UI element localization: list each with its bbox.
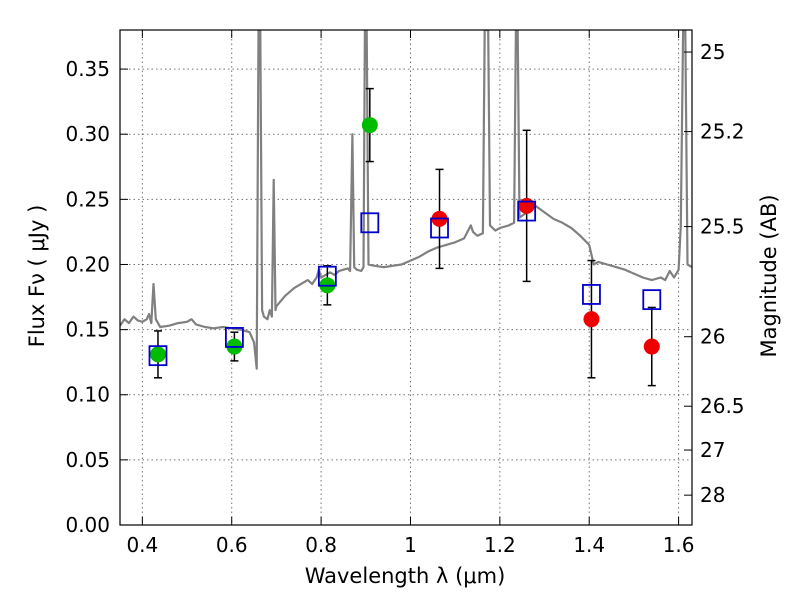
model-square (430, 217, 449, 239)
y2-tick-label: 25.5 (700, 215, 745, 239)
y-tick-label: 0.00 (65, 513, 110, 537)
y-tick-label: 0.25 (65, 187, 110, 211)
model-square (317, 265, 337, 287)
y-tick-label: 0.15 (65, 318, 110, 342)
x-axis-title: Wavelength λ (μm) (305, 564, 506, 588)
y-axis-title: Flux Fν ( μJy ) (25, 205, 49, 348)
plot-frame (119, 29, 693, 526)
x-tick-label: 0.6 (216, 533, 248, 557)
y2-tick-label: 26 (700, 325, 725, 349)
y-tick-label: 0.20 (65, 252, 110, 276)
model-square (360, 212, 380, 234)
x-tick-label: 1.4 (573, 533, 605, 557)
green-data-point (361, 117, 378, 134)
red-data-point (583, 311, 600, 328)
x-tick-label: 1.2 (484, 533, 516, 557)
model-square (224, 327, 244, 348)
y2-tick-label: 28 (700, 483, 725, 507)
spectrum-layer (120, 30, 692, 370)
x-tick-label: 1 (404, 533, 417, 557)
green-data-point (149, 346, 166, 363)
red-data-point (518, 197, 535, 214)
y2-tick-label: 25 (700, 40, 725, 64)
y2-tick-label: 27 (700, 438, 725, 462)
y-tick-label: 0.35 (65, 57, 110, 81)
label-layer: 0.4 0.6 0.8 1 1.2 1.4 1.6 0.00 0.05 0.10 0.15 0.20 0… (65, 40, 744, 557)
x-tick-label: 1.6 (663, 533, 695, 557)
spectrum-line (120, 30, 692, 370)
model-square (642, 289, 662, 311)
grid-layer (120, 30, 692, 526)
y-tick-label: 0.10 (65, 383, 110, 407)
errorbar-layer (153, 87, 656, 387)
x-tick-label: 0.4 (126, 533, 158, 557)
point-layer (148, 117, 662, 367)
red-data-point (643, 338, 660, 355)
tick-layer (120, 30, 692, 526)
y-tick-label: 0.05 (65, 448, 110, 472)
x-tick-label: 0.8 (305, 533, 337, 557)
y-tick-label: 0.30 (65, 122, 110, 146)
model-square (582, 284, 601, 305)
y2-tick-label: 25.2 (700, 120, 745, 144)
model-square (517, 200, 537, 222)
y2-axis-title: Magnitude (AB) (757, 194, 781, 357)
model-square (148, 345, 168, 367)
y2-tick-label: 26.5 (700, 394, 745, 418)
